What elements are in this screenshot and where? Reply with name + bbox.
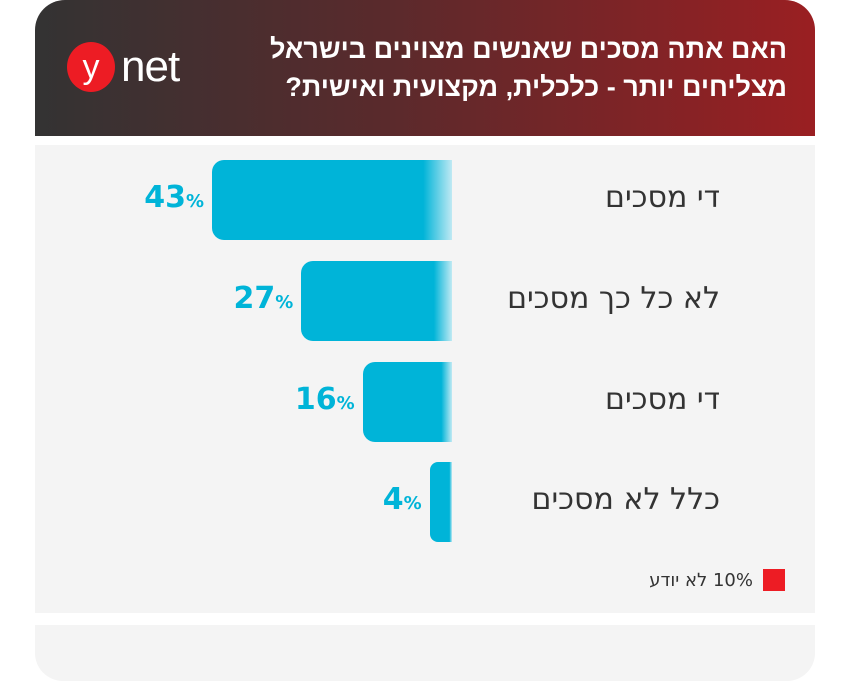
category-label: די מסכים xyxy=(605,382,720,417)
value-label: 4% xyxy=(322,482,422,517)
logo-y: y xyxy=(67,42,115,92)
bar xyxy=(429,462,452,542)
value-unit: % xyxy=(403,493,422,514)
value-unit: % xyxy=(185,191,204,212)
category-label: לא כל כך מסכים xyxy=(507,281,720,316)
bar xyxy=(301,261,452,341)
ynet-logo: y net xyxy=(67,42,180,92)
chart-title: האם אתה מסכים שאנשים מצוינים בישראל מצלי… xyxy=(270,34,787,102)
value-label: 27% xyxy=(193,281,294,316)
value-unit: % xyxy=(275,292,294,313)
legend-swatch xyxy=(763,569,785,591)
bar xyxy=(362,362,452,442)
value-label: 43% xyxy=(104,180,204,215)
value-unit: % xyxy=(336,393,355,414)
bar xyxy=(212,160,452,240)
value-number: 16 xyxy=(294,382,337,417)
category-label: כלל לא מסכים xyxy=(531,482,720,517)
footer-panel xyxy=(35,625,815,681)
legend: 10% לא יודע xyxy=(649,569,785,591)
value-number: 27 xyxy=(233,281,276,316)
value-label: 16% xyxy=(255,382,355,417)
category-label: די מסכים xyxy=(605,180,720,215)
header: y net האם אתה מסכים שאנשים מצוינים בישראל… xyxy=(35,0,815,136)
logo-net: net xyxy=(121,42,180,91)
legend-label: 10% לא יודע xyxy=(649,569,753,591)
value-number: 4 xyxy=(382,482,404,517)
value-number: 43 xyxy=(144,180,186,215)
